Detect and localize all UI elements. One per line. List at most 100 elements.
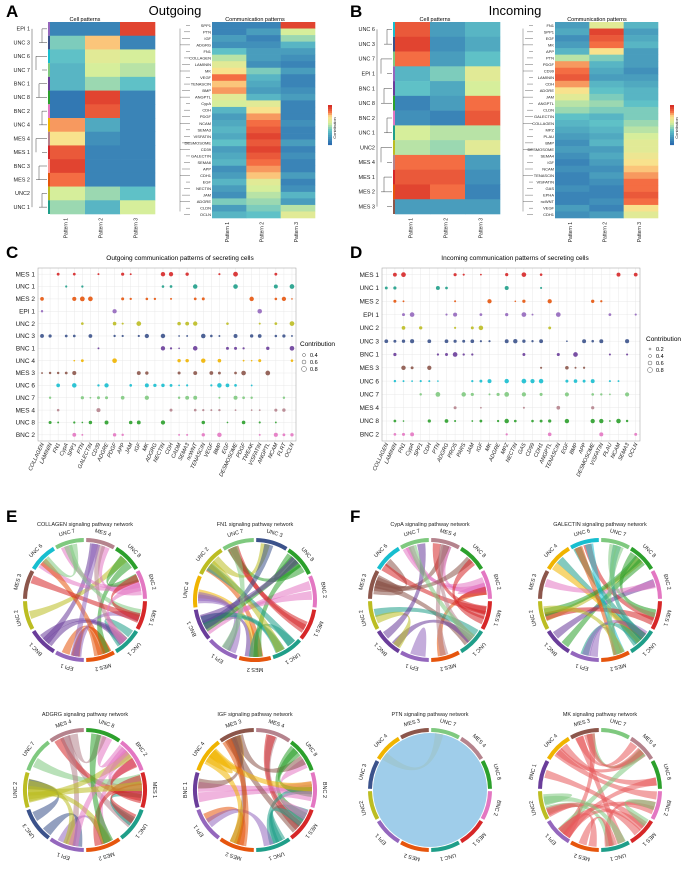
heatmap-cell [555,54,590,62]
heatmap-cell [589,28,624,36]
heatmap-cell [246,146,281,153]
dot-point [136,420,141,425]
heatmap-cell [212,165,247,173]
heatmap-cell [280,198,316,206]
comm-row-label: APP [203,167,211,172]
dot-point [556,405,561,410]
chord-sector [368,601,380,630]
heatmap-col-label: Pattern 1 [568,222,574,243]
heatmap-row-label: MES 2 [13,178,30,184]
dot-point [600,393,603,396]
dot-point [505,273,509,277]
heatmap-cell [212,48,247,55]
chord-sector [400,650,429,662]
dot-point [258,433,261,436]
dot-point [185,272,189,276]
dot-point [186,335,189,337]
dot-point [480,273,482,276]
heatmap-cell [280,61,316,69]
chord-link [42,543,79,578]
dot-point [234,346,238,350]
comm-row-label: OCLN [200,212,211,217]
heatmap-row-label: UNC 4 [13,123,30,129]
dot-point [121,272,125,276]
dot-point [112,433,117,437]
dot-point [599,339,604,344]
heatmap-cell [246,165,281,173]
dot-point [56,272,60,276]
row-color-bar [393,81,395,96]
chord-sector [196,740,220,771]
dot-point [616,418,621,424]
dot-point [454,420,457,423]
chord-label: BNC 2 [662,574,672,591]
chord-label: BNC 2 [319,582,327,599]
dot-point [573,379,578,383]
chord-sector [480,760,492,789]
dot-point [160,333,166,339]
comm-row-label: TENASCIN [191,82,211,87]
dot-point [80,396,84,400]
dotplot-incoming-legend: Contribution 0.2 0.4 0.6 0.8 [646,336,681,374]
heatmap-cell [395,199,431,215]
heatmap-cell [465,81,501,97]
dotplot-col-label: SPP1 [67,442,78,457]
heatmap-cell [120,159,156,174]
dot-point [257,308,262,314]
heatmap-cell [589,152,624,160]
dot-point [625,392,630,397]
dot-point [454,300,457,303]
dotplot-col-label: IGF [475,442,485,453]
heatmap-row-label: MES 1 [13,150,30,156]
dot-point [97,273,100,276]
heatmap-cell [85,118,121,133]
comm-row-label: CLDN [200,206,211,211]
dotplot-row-label: MES 1 [359,272,379,279]
dot-point [393,352,397,357]
dot-point [539,392,543,396]
chord-sector [459,546,484,571]
dot-point [48,371,52,375]
dotplot-col-label: APP [116,442,127,456]
heatmap-cell [212,139,247,147]
chord-link [624,799,656,827]
heatmap-col-label: Pattern 2 [444,218,450,239]
heatmap-cell [623,133,659,140]
heatmap-cell [246,113,281,121]
heatmap-cell [555,165,590,173]
chord-link [544,769,647,829]
heatmap-outgoing-title: Outgoing [149,3,202,18]
dot-point [609,393,611,396]
dot-point [539,273,543,276]
heatmap-cell [430,95,466,111]
dotplot-col-label: FN1 [52,442,62,454]
dot-point [88,296,93,302]
chord-label: MES 2 [98,850,116,861]
dot-point [56,371,60,375]
dot-point [121,334,124,338]
heatmap-row-label: UNC2 [15,191,30,197]
chord-label: MES 3 [358,573,368,591]
chord-label: MES 1 [492,609,502,627]
dot-point [225,383,230,388]
dot-point [145,371,149,375]
chord-sector [650,760,662,789]
comm-row-label: DESMOSOME [528,147,555,152]
legend-value: 0.8 [656,368,664,374]
chord-sector [368,791,380,820]
row-color-bar [48,104,50,118]
heatmap-cell [623,67,659,75]
panel-letter-c: C [6,243,18,262]
heatmap-cell [246,120,281,127]
heatmap-incoming: UNC 6 UNC 3 UNC 7 EPI 1 BNC 1 UNC 8 BNC 2 UNC 1… [358,22,679,242]
heatmap-cell [212,106,247,114]
dot-point [470,392,474,397]
chord-link [28,781,143,800]
heatmap-cell [246,204,281,212]
chord-label: MES 2 [609,662,627,672]
legend-gradient [328,141,332,144]
heatmap-cell [465,51,501,67]
chord-title: CypA signaling pathway network [390,522,469,528]
chord-sector [26,809,50,840]
